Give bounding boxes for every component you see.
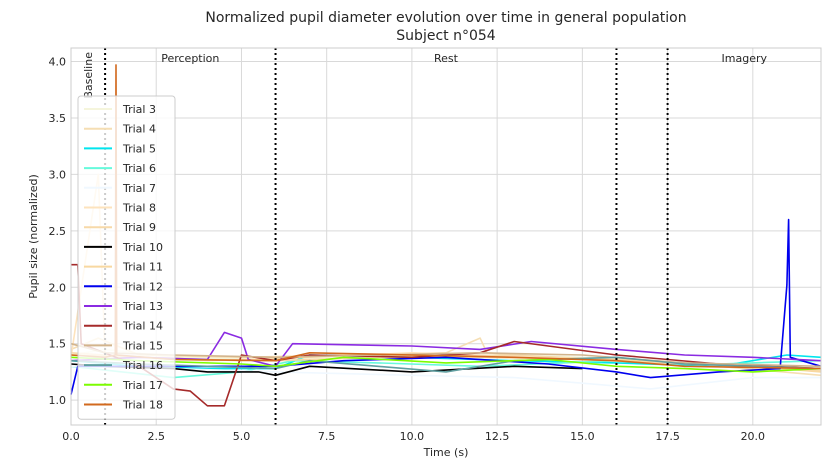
legend-label: Trial 15 bbox=[122, 339, 163, 352]
y-tick-label: 1.0 bbox=[49, 394, 67, 407]
x-tick-label: 7.5 bbox=[318, 430, 336, 443]
y-tick-label: 2.5 bbox=[49, 225, 67, 238]
legend-label: Trial 17 bbox=[122, 379, 163, 392]
chart-subtitle: Subject n°054 bbox=[396, 28, 495, 44]
phase-label-rest: Rest bbox=[434, 52, 459, 65]
x-axis-label: Time (s) bbox=[423, 446, 469, 459]
legend-label: Trial 9 bbox=[122, 221, 156, 234]
legend-label: Trial 4 bbox=[122, 123, 156, 136]
chart-title: Normalized pupil diameter evolution over… bbox=[205, 10, 686, 26]
legend-label: Trial 5 bbox=[122, 142, 156, 155]
legend-label: Trial 7 bbox=[122, 182, 156, 195]
series-line-trial-17 bbox=[70, 356, 822, 373]
x-tick-label: 12.5 bbox=[485, 430, 510, 443]
x-tick-label: 2.5 bbox=[147, 430, 165, 443]
legend-label: Trial 12 bbox=[122, 280, 163, 293]
legend-label: Trial 10 bbox=[122, 241, 163, 254]
x-tick-label: 5.0 bbox=[233, 430, 251, 443]
x-tick-label: 0.0 bbox=[62, 430, 80, 443]
legend-label: Trial 14 bbox=[122, 320, 163, 333]
legend-box bbox=[77, 95, 176, 420]
x-tick-label: 10.0 bbox=[400, 430, 425, 443]
phase-label-perception: Perception bbox=[161, 52, 219, 65]
y-tick-label: 1.5 bbox=[49, 338, 67, 351]
y-tick-label: 3.0 bbox=[49, 168, 67, 181]
y-tick-label: 3.5 bbox=[49, 112, 67, 125]
x-tick-label: 20.0 bbox=[741, 430, 766, 443]
series-line-trial-7 bbox=[70, 365, 821, 390]
series-line-trial-16 bbox=[70, 356, 822, 373]
y-tick-label: 4.0 bbox=[49, 56, 67, 69]
legend-label: Trial 3 bbox=[122, 103, 156, 116]
plot-frame bbox=[70, 47, 822, 426]
legend-label: Trial 18 bbox=[122, 399, 163, 412]
x-tick-label: 15.0 bbox=[570, 430, 595, 443]
series-line-trial-13 bbox=[70, 331, 822, 368]
legend-label: Trial 8 bbox=[122, 202, 156, 215]
x-tick-label: 17.5 bbox=[655, 430, 680, 443]
legend-label: Trial 16 bbox=[122, 359, 163, 372]
legend-label: Trial 13 bbox=[122, 300, 163, 313]
legend-label: Trial 11 bbox=[122, 261, 163, 274]
phase-label-imagery: Imagery bbox=[722, 52, 768, 65]
legend-label: Trial 6 bbox=[122, 162, 156, 175]
y-tick-label: 2.0 bbox=[49, 281, 67, 294]
y-axis-label: Pupil size (normalized) bbox=[27, 174, 40, 299]
phase-label-baseline: Baseline bbox=[82, 52, 95, 99]
